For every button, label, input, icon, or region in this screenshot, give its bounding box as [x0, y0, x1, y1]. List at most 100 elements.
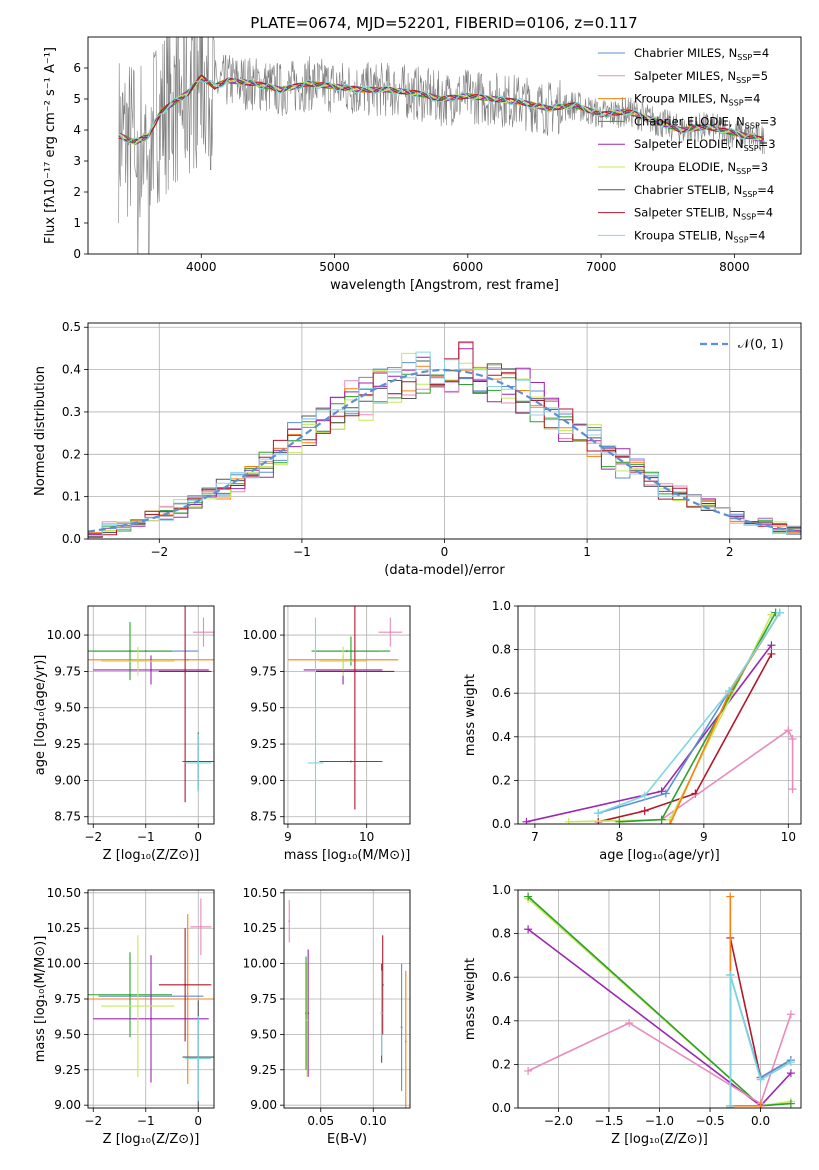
- x-axis-label: Z [log₁₀(Z/Z⊙)]: [103, 1132, 200, 1147]
- weight-marker: [564, 817, 573, 824]
- weight-marker: [522, 817, 531, 824]
- x-tick-label: 4000: [186, 260, 217, 274]
- age-vs-mass-axes: 9 10 8.75 9.00 9.25 9.50 9.75 10.00 mass [log₁₀(…: [243, 605, 411, 863]
- weight-marker: [788, 734, 797, 743]
- y-tick-label: 1.0: [492, 883, 511, 897]
- y-tick-label: 9.25: [250, 737, 277, 751]
- weight-series-line: [598, 612, 781, 814]
- model-spectrum-line: [118, 74, 764, 141]
- y-tick-label: 0.8: [492, 643, 511, 657]
- y-tick-label: 9.00: [54, 773, 81, 787]
- weight-series-line: [568, 614, 773, 823]
- data-point: [305, 1012, 308, 1015]
- y-tick-label: 0.2: [492, 773, 511, 787]
- x-tick-label: 8: [616, 830, 624, 844]
- data-point: [342, 660, 345, 663]
- y-tick-label: 0.2: [62, 447, 81, 461]
- x-tick-label: −1: [137, 1114, 155, 1128]
- y-tick-label: 0.0: [492, 1101, 511, 1115]
- weight-series-line: [526, 644, 773, 823]
- y-axis-label: Flux [fλ10⁻¹⁷ erg cm⁻² s⁻¹ A⁻¹]: [43, 47, 58, 244]
- x-tick-label: 1: [583, 545, 591, 559]
- weight-marker: [726, 1101, 735, 1108]
- data-point: [186, 658, 189, 661]
- y-tick-label: 0.0: [62, 532, 81, 546]
- x-tick-label: 6000: [453, 260, 484, 274]
- data-point: [400, 1026, 403, 1029]
- weight-marker: [756, 1101, 765, 1108]
- plot-area: [288, 899, 407, 1108]
- y-tick-label: 6: [73, 61, 81, 75]
- y-tick-label: 9.50: [54, 701, 81, 715]
- data-point: [314, 761, 317, 764]
- legend-label: Kroupa STELIB, NSSP=4: [634, 228, 765, 244]
- axes-frame: [283, 889, 411, 1109]
- figure-title: PLATE=0674, MJD=52201, FIBERID=0106, z=0…: [250, 14, 637, 32]
- data-point: [380, 1012, 383, 1015]
- data-point: [381, 983, 384, 986]
- residual-histogram: [88, 351, 801, 537]
- weight-marker: [725, 687, 734, 696]
- y-axis-label: mass [log₁₀(M/M⊙)]: [33, 936, 48, 1063]
- data-point: [136, 660, 139, 663]
- y-tick-label: 9.75: [250, 664, 277, 678]
- data-point: [389, 631, 392, 634]
- plot-area: [522, 608, 797, 824]
- legend-label: 𝒩(0, 1): [738, 336, 784, 351]
- x-tick-label: 0: [194, 1114, 202, 1128]
- data-point: [288, 920, 291, 923]
- weight-marker: [524, 892, 533, 901]
- y-tick-label: 8.75: [250, 810, 277, 824]
- weight-marker: [615, 817, 624, 824]
- plot-area: [118, 37, 766, 254]
- weight-marker: [726, 892, 735, 901]
- x-tick-label: −0.5: [695, 1114, 724, 1128]
- y-tick-label: 0.1: [62, 490, 81, 504]
- legend-label: Salpeter ELODIE, NSSP=3: [634, 137, 776, 153]
- y-tick-label: 10.00: [47, 957, 81, 971]
- y-tick-label: 3: [73, 154, 81, 168]
- data-point: [184, 670, 187, 673]
- y-tick-label: 9.75: [54, 992, 81, 1006]
- x-tick-label: 0.10: [360, 1114, 387, 1128]
- legend-label: Chabrier STELIB, NSSP=4: [634, 183, 774, 199]
- weight-series-line: [598, 653, 773, 823]
- residuals-axes: −2 −1 0 1 2 0.0 0.1 0.2 0.3 0.4 0.5 (data-model)/er…: [33, 320, 802, 578]
- y-tick-label: 0.4: [492, 1014, 511, 1028]
- weight-marker: [786, 1099, 795, 1108]
- x-axis-label: Z [log₁₀(Z/Z⊙)]: [611, 1132, 708, 1147]
- weight-marker: [524, 1066, 533, 1075]
- y-tick-label: 0.2: [492, 1057, 511, 1071]
- spectrum-legend: Chabrier MILES, NSSP=4 Salpeter MILES, NS…: [598, 46, 777, 244]
- data-point: [197, 761, 200, 764]
- weight-marker: [788, 785, 797, 794]
- data-point: [199, 925, 202, 928]
- legend-label: Chabrier ELODIE, NSSP=3: [634, 114, 777, 130]
- x-tick-label: 7: [531, 830, 539, 844]
- y-tick-label: 10.00: [47, 628, 81, 642]
- x-axis-label: Z [log₁₀(Z/Z⊙)]: [103, 848, 200, 863]
- x-tick-label: 0.0: [751, 1114, 770, 1128]
- y-tick-label: 10.25: [47, 921, 81, 935]
- y-tick-label: 0.0: [492, 817, 511, 831]
- axes-frame: [517, 889, 802, 1109]
- weight-marker: [784, 726, 793, 735]
- axes-frame: [87, 889, 215, 1109]
- legend-label: Salpeter MILES, NSSP=5: [634, 69, 768, 85]
- data-point: [197, 1057, 200, 1060]
- y-tick-label: 0.8: [492, 927, 511, 941]
- weight-series-line: [669, 612, 781, 824]
- weight-marker: [786, 1010, 795, 1019]
- model-spectrum-line: [118, 74, 764, 141]
- weight-series-line: [729, 974, 792, 1106]
- y-tick-label: 10.00: [243, 957, 277, 971]
- x-axis-label: wavelength [Angstrom, rest frame]: [330, 278, 559, 293]
- x-tick-label: 5000: [319, 260, 350, 274]
- mass-vs-Z-axes: −2 −1 0 9.00 9.25 9.50 9.75 10.00 10.25 10.50 Z [l…: [33, 886, 215, 1147]
- y-tick-label: 10.50: [47, 886, 81, 900]
- legend-label: Kroupa ELODIE, NSSP=3: [634, 160, 768, 176]
- weight-series-line: [661, 729, 794, 821]
- x-axis-label: E(B-V): [327, 1132, 367, 1147]
- y-tick-label: 9.75: [250, 992, 277, 1006]
